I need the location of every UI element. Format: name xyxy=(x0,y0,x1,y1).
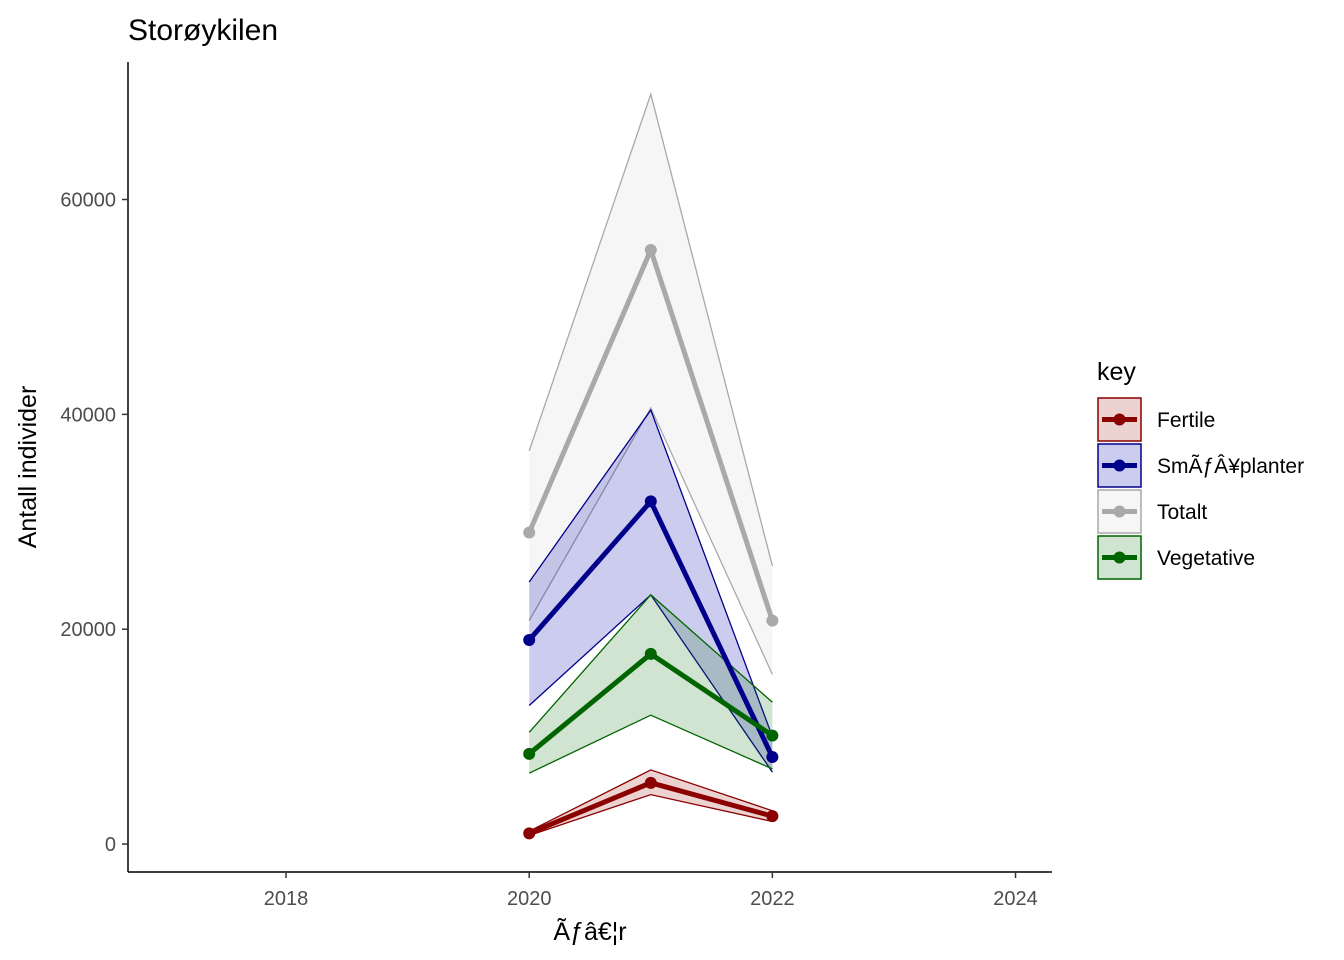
legend-point-sm-planter xyxy=(1113,459,1126,472)
data-point-vegetative xyxy=(523,747,536,760)
legend-title: key xyxy=(1097,358,1136,386)
y-axis-title: Antall individer xyxy=(14,386,42,549)
data-point-totalt xyxy=(766,614,779,627)
y-tick-label: 0 xyxy=(105,834,116,856)
legend-label-vegetative: Vegetative xyxy=(1157,547,1255,570)
band-vegetative xyxy=(529,594,773,774)
data-point-fertile xyxy=(523,827,536,840)
data-point-vegetative xyxy=(644,647,657,660)
band-lower-vegetative xyxy=(528,714,773,774)
chart-title: Storøykilen xyxy=(128,14,278,47)
data-point-vegetative xyxy=(766,729,779,742)
data-point-fertile xyxy=(766,810,779,823)
band-upper-sm-planter xyxy=(528,408,773,737)
x-tick-label: 2018 xyxy=(264,888,309,910)
axes: 0 20000 40000 60000 2018 2020 2022 2024 xyxy=(60,62,1052,910)
x-axis-title: Ãƒâ€¦r xyxy=(553,917,626,946)
y-tick-label: 60000 xyxy=(60,190,116,212)
data-point-sm-planter xyxy=(523,633,536,646)
x-tick-label: 2022 xyxy=(750,888,795,910)
data-point-sm-planter xyxy=(644,495,657,508)
y-tick-label: 40000 xyxy=(60,404,116,426)
legend-label-totalt: Totalt xyxy=(1157,501,1207,524)
y-tick-label: 20000 xyxy=(60,619,116,641)
legend-label-sm-planter: SmÃƒÂ¥planter xyxy=(1157,454,1304,478)
legend-point-totalt xyxy=(1113,505,1126,518)
band-lower-totalt xyxy=(528,406,773,675)
data-point-totalt xyxy=(644,243,657,256)
confidence-bands xyxy=(528,91,773,837)
band-upper-totalt xyxy=(528,91,773,566)
data-point-sm-planter xyxy=(766,751,779,764)
data-point-fertile xyxy=(644,776,657,789)
legend-label-fertile: Fertile xyxy=(1157,409,1215,432)
series-points xyxy=(523,243,779,840)
legend-point-fertile xyxy=(1113,413,1126,426)
legend: key Fertile SmÃƒÂ¥planter Totalt Vegetative xyxy=(1097,358,1304,580)
band-lower-fertile xyxy=(529,793,773,837)
band-totalt xyxy=(529,94,773,675)
x-tick-label: 2020 xyxy=(507,888,552,910)
data-point-totalt xyxy=(523,526,536,539)
band-sm-planter xyxy=(529,410,773,773)
band-upper-fertile xyxy=(528,769,773,832)
x-tick-label: 2024 xyxy=(993,888,1038,910)
legend-point-vegetative xyxy=(1113,551,1126,564)
